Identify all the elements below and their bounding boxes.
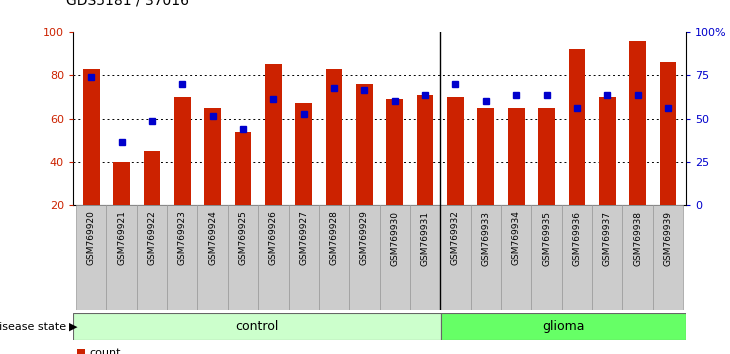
Text: GSM769937: GSM769937: [603, 211, 612, 266]
Text: glioma: glioma: [542, 320, 585, 333]
Bar: [197, 205, 228, 310]
Bar: [477, 108, 494, 205]
Bar: [599, 97, 615, 205]
Bar: [137, 205, 167, 310]
Text: GSM769928: GSM769928: [329, 211, 339, 266]
Text: GSM769927: GSM769927: [299, 211, 308, 266]
Text: GSM769936: GSM769936: [572, 211, 581, 266]
Bar: [258, 205, 288, 310]
Text: GSM769938: GSM769938: [633, 211, 642, 266]
Text: control: control: [235, 320, 279, 333]
Text: disease state: disease state: [0, 322, 66, 332]
Bar: [73, 313, 441, 340]
Bar: [562, 205, 592, 310]
Bar: [569, 49, 585, 205]
Bar: [234, 132, 251, 205]
Bar: [288, 205, 319, 310]
Text: GSM769921: GSM769921: [117, 211, 126, 266]
Bar: [107, 205, 137, 310]
Bar: [228, 205, 258, 310]
Text: GSM769935: GSM769935: [542, 211, 551, 266]
Bar: [592, 205, 623, 310]
Bar: [113, 162, 130, 205]
Bar: [349, 205, 380, 310]
Bar: [508, 108, 525, 205]
Bar: [660, 62, 676, 205]
Bar: [76, 205, 107, 310]
Text: GSM769939: GSM769939: [664, 211, 672, 266]
Text: GSM769929: GSM769929: [360, 211, 369, 266]
Text: GSM769925: GSM769925: [239, 211, 247, 266]
Text: count: count: [89, 348, 120, 354]
Text: GSM769924: GSM769924: [208, 211, 217, 265]
Bar: [167, 205, 197, 310]
Text: GSM769933: GSM769933: [481, 211, 491, 266]
Bar: [410, 205, 440, 310]
Bar: [440, 205, 471, 310]
Bar: [538, 108, 555, 205]
Bar: [356, 84, 373, 205]
Bar: [386, 99, 403, 205]
Bar: [447, 97, 464, 205]
Text: ▶: ▶: [69, 322, 78, 332]
Text: GSM769932: GSM769932: [451, 211, 460, 266]
Text: GDS5181 / 37016: GDS5181 / 37016: [66, 0, 188, 7]
Text: GSM769922: GSM769922: [147, 211, 156, 265]
Bar: [296, 103, 312, 205]
Bar: [441, 313, 686, 340]
Bar: [83, 69, 99, 205]
Text: GSM769926: GSM769926: [269, 211, 278, 266]
Text: GSM769920: GSM769920: [87, 211, 96, 266]
Bar: [144, 151, 161, 205]
Bar: [174, 97, 191, 205]
Bar: [623, 205, 653, 310]
Text: GSM769934: GSM769934: [512, 211, 520, 266]
Bar: [501, 205, 531, 310]
Bar: [380, 205, 410, 310]
Bar: [531, 205, 562, 310]
Bar: [319, 205, 349, 310]
Bar: [417, 95, 434, 205]
Bar: [653, 205, 683, 310]
Bar: [204, 108, 221, 205]
Bar: [326, 69, 342, 205]
Bar: [265, 64, 282, 205]
Text: GSM769930: GSM769930: [391, 211, 399, 266]
Text: GSM769931: GSM769931: [420, 211, 430, 266]
Text: GSM769923: GSM769923: [178, 211, 187, 266]
Bar: [629, 41, 646, 205]
Bar: [471, 205, 501, 310]
